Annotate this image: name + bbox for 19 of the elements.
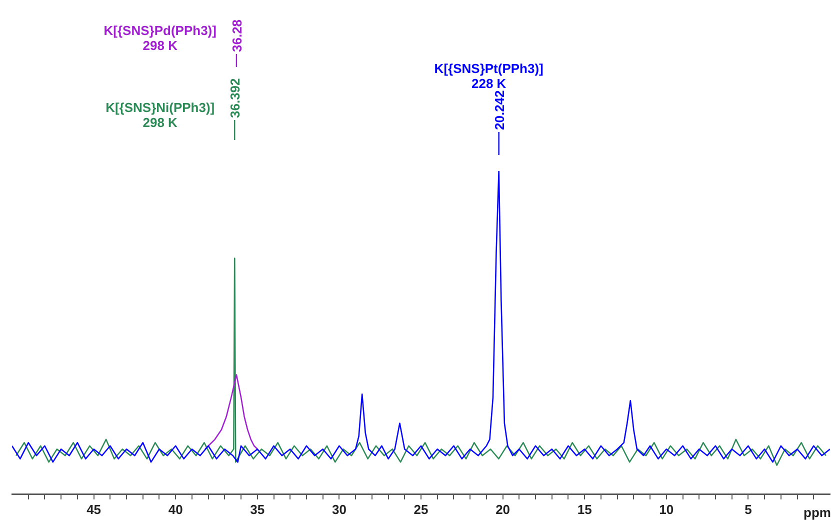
text: 20.242 (492, 90, 507, 130)
text: 298 K (142, 38, 178, 54)
text: 36.392 (228, 78, 243, 118)
text: K[{SNS}Pd(PPh3)] (104, 23, 216, 38)
x-tick-label: 10 (659, 502, 674, 517)
text: 298 K (142, 115, 178, 130)
text: 36.28 (229, 19, 244, 52)
x-axis-title: ppm (804, 505, 831, 520)
text: K[{SNS}Ni(PPh3)] (106, 100, 215, 116)
x-tick-label: 30 (332, 502, 346, 517)
text: K[{SNS}Pt(PPh3)] (434, 61, 544, 76)
x-tick-label: 45 (86, 502, 102, 517)
text: 228 K (471, 76, 507, 92)
x-tick-label: 40 (168, 502, 183, 517)
x-tick-label: 5 (744, 502, 752, 517)
x-tick-label: 20 (496, 502, 510, 517)
x-tick-label: 35 (250, 502, 265, 517)
x-tick-label: 25 (414, 502, 428, 517)
x-tick-label: 15 (577, 502, 592, 517)
